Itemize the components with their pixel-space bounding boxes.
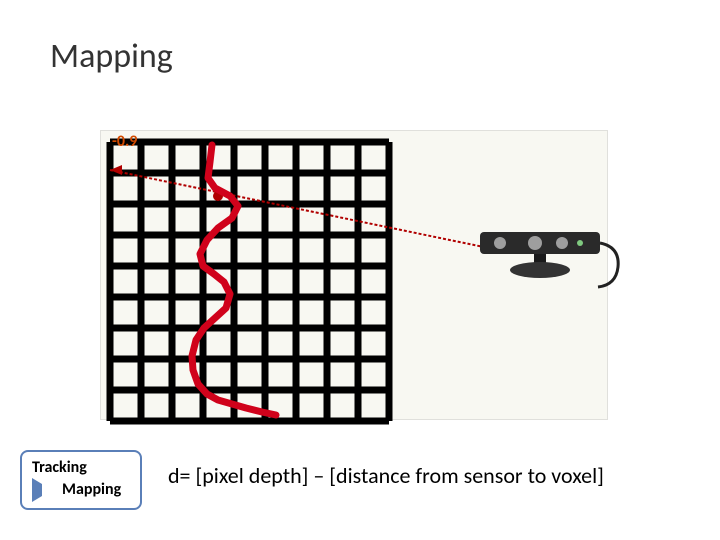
slide: Mapping -0.9 Tracking Mapping d= [pixel … [0, 0, 720, 540]
legend-item-tracking: Tracking [32, 458, 130, 478]
distance-formula: d= [pixel depth] – [distance from sensor… [168, 462, 604, 489]
legend-label: Mapping [62, 480, 121, 500]
legend-item-mapping: Mapping [32, 478, 130, 502]
legend: Tracking Mapping [20, 450, 142, 510]
legend-label: Tracking [32, 458, 87, 478]
tsdf-value-annotation: -0.9 [112, 132, 137, 151]
